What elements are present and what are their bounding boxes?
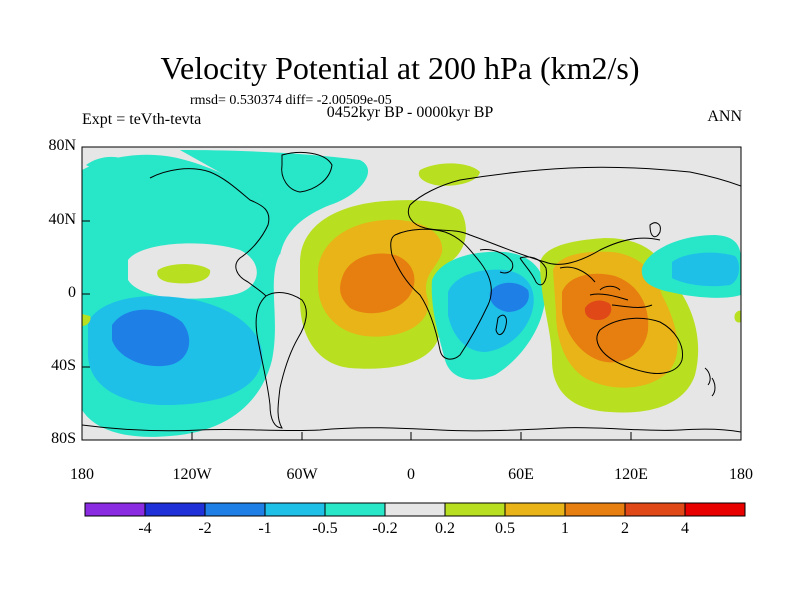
experiment-label: Expt = teVth-tevta [82, 111, 202, 128]
colorbar-box-1 [84, 502, 146, 517]
ylabel-80n: 80N [48, 137, 76, 154]
coast-arabia-india [479, 249, 547, 286]
contour-neg-north-atlantic [180, 150, 369, 255]
contour-pos-indopac-peak [584, 300, 612, 320]
coastlines [82, 152, 741, 433]
ylabel-0: 0 [68, 284, 76, 301]
colorbar-label-5: -0.2 [372, 520, 398, 537]
coast-antarctica [82, 424, 741, 433]
colorbar-box-9 [564, 502, 626, 517]
ylabel-40n: 40N [48, 211, 76, 228]
contour-field [82, 147, 741, 440]
xlabel-60e: 60E [508, 466, 534, 483]
coast-australia [596, 317, 684, 374]
colorbar-label-3: -1 [258, 520, 272, 537]
colorbar-label-7: 0.5 [495, 520, 515, 537]
ylabel-40s: 40S [51, 357, 76, 374]
colorbar-label-9: 2 [621, 520, 629, 537]
contour-neg-sp-core [112, 309, 190, 367]
tick-marks [81, 146, 742, 441]
season-label: ANN [707, 108, 742, 125]
contour-neg-npacific-east-mid [672, 252, 740, 287]
colorbar-box-4 [264, 502, 326, 517]
colorbar-label-8: 1 [561, 520, 569, 537]
coast-se-asia-indonesia [559, 266, 653, 308]
colorbar-box-6 [384, 502, 446, 517]
coast-south-america [255, 292, 307, 429]
contour-pos-edge-right [734, 310, 741, 323]
colorbar-box-7 [444, 502, 506, 517]
coast-madagascar [495, 314, 507, 336]
xlabel-0: 0 [407, 466, 415, 483]
contour-pos-atlantic-core [340, 253, 415, 314]
colorbar [84, 502, 746, 517]
contour-pos-arctic-patch [418, 163, 480, 186]
contour-neg-arabia-cap [86, 156, 122, 172]
map-title: Velocity Potential at 200 hPa (km2/s) [160, 50, 640, 86]
xlabel-120e: 120E [614, 466, 648, 483]
period-label: 0452kyr BP - 0000kyr BP [326, 104, 494, 121]
coast-europe-asia [407, 166, 741, 265]
coast-new-zealand [704, 367, 716, 397]
xlabel-180-west: 180 [70, 466, 94, 483]
coast-north-america [149, 168, 270, 297]
contour-neg-indian-core [489, 282, 529, 312]
colorbar-label-4: -0.5 [312, 520, 338, 537]
colorbar-box-8 [504, 502, 566, 517]
colorbar-box-11 [684, 502, 746, 517]
coast-japan [649, 222, 661, 238]
stats-text: rmsd= 0.530374 diff= -2.00509e-05 [190, 93, 392, 108]
ylabel-80s: 80S [51, 430, 76, 447]
coast-greenland [281, 152, 333, 193]
colorbar-box-2 [144, 502, 206, 517]
colorbar-box-10 [624, 502, 686, 517]
colorbar-box-3 [204, 502, 266, 517]
colorbar-box-5 [324, 502, 386, 517]
contour-pos-pacific-small [157, 264, 211, 284]
xlabel-120w: 120W [172, 466, 212, 483]
coast-africa [390, 228, 492, 360]
xlabel-180-east: 180 [729, 466, 753, 483]
colorbar-label-10: 4 [681, 520, 689, 537]
xlabel-60w: 60W [286, 466, 318, 483]
contour-pos-edge-left [82, 314, 91, 326]
colorbar-label-2: -2 [198, 520, 212, 537]
colorbar-label-6: 0.2 [435, 520, 455, 537]
colorbar-label-1: -4 [138, 520, 152, 537]
